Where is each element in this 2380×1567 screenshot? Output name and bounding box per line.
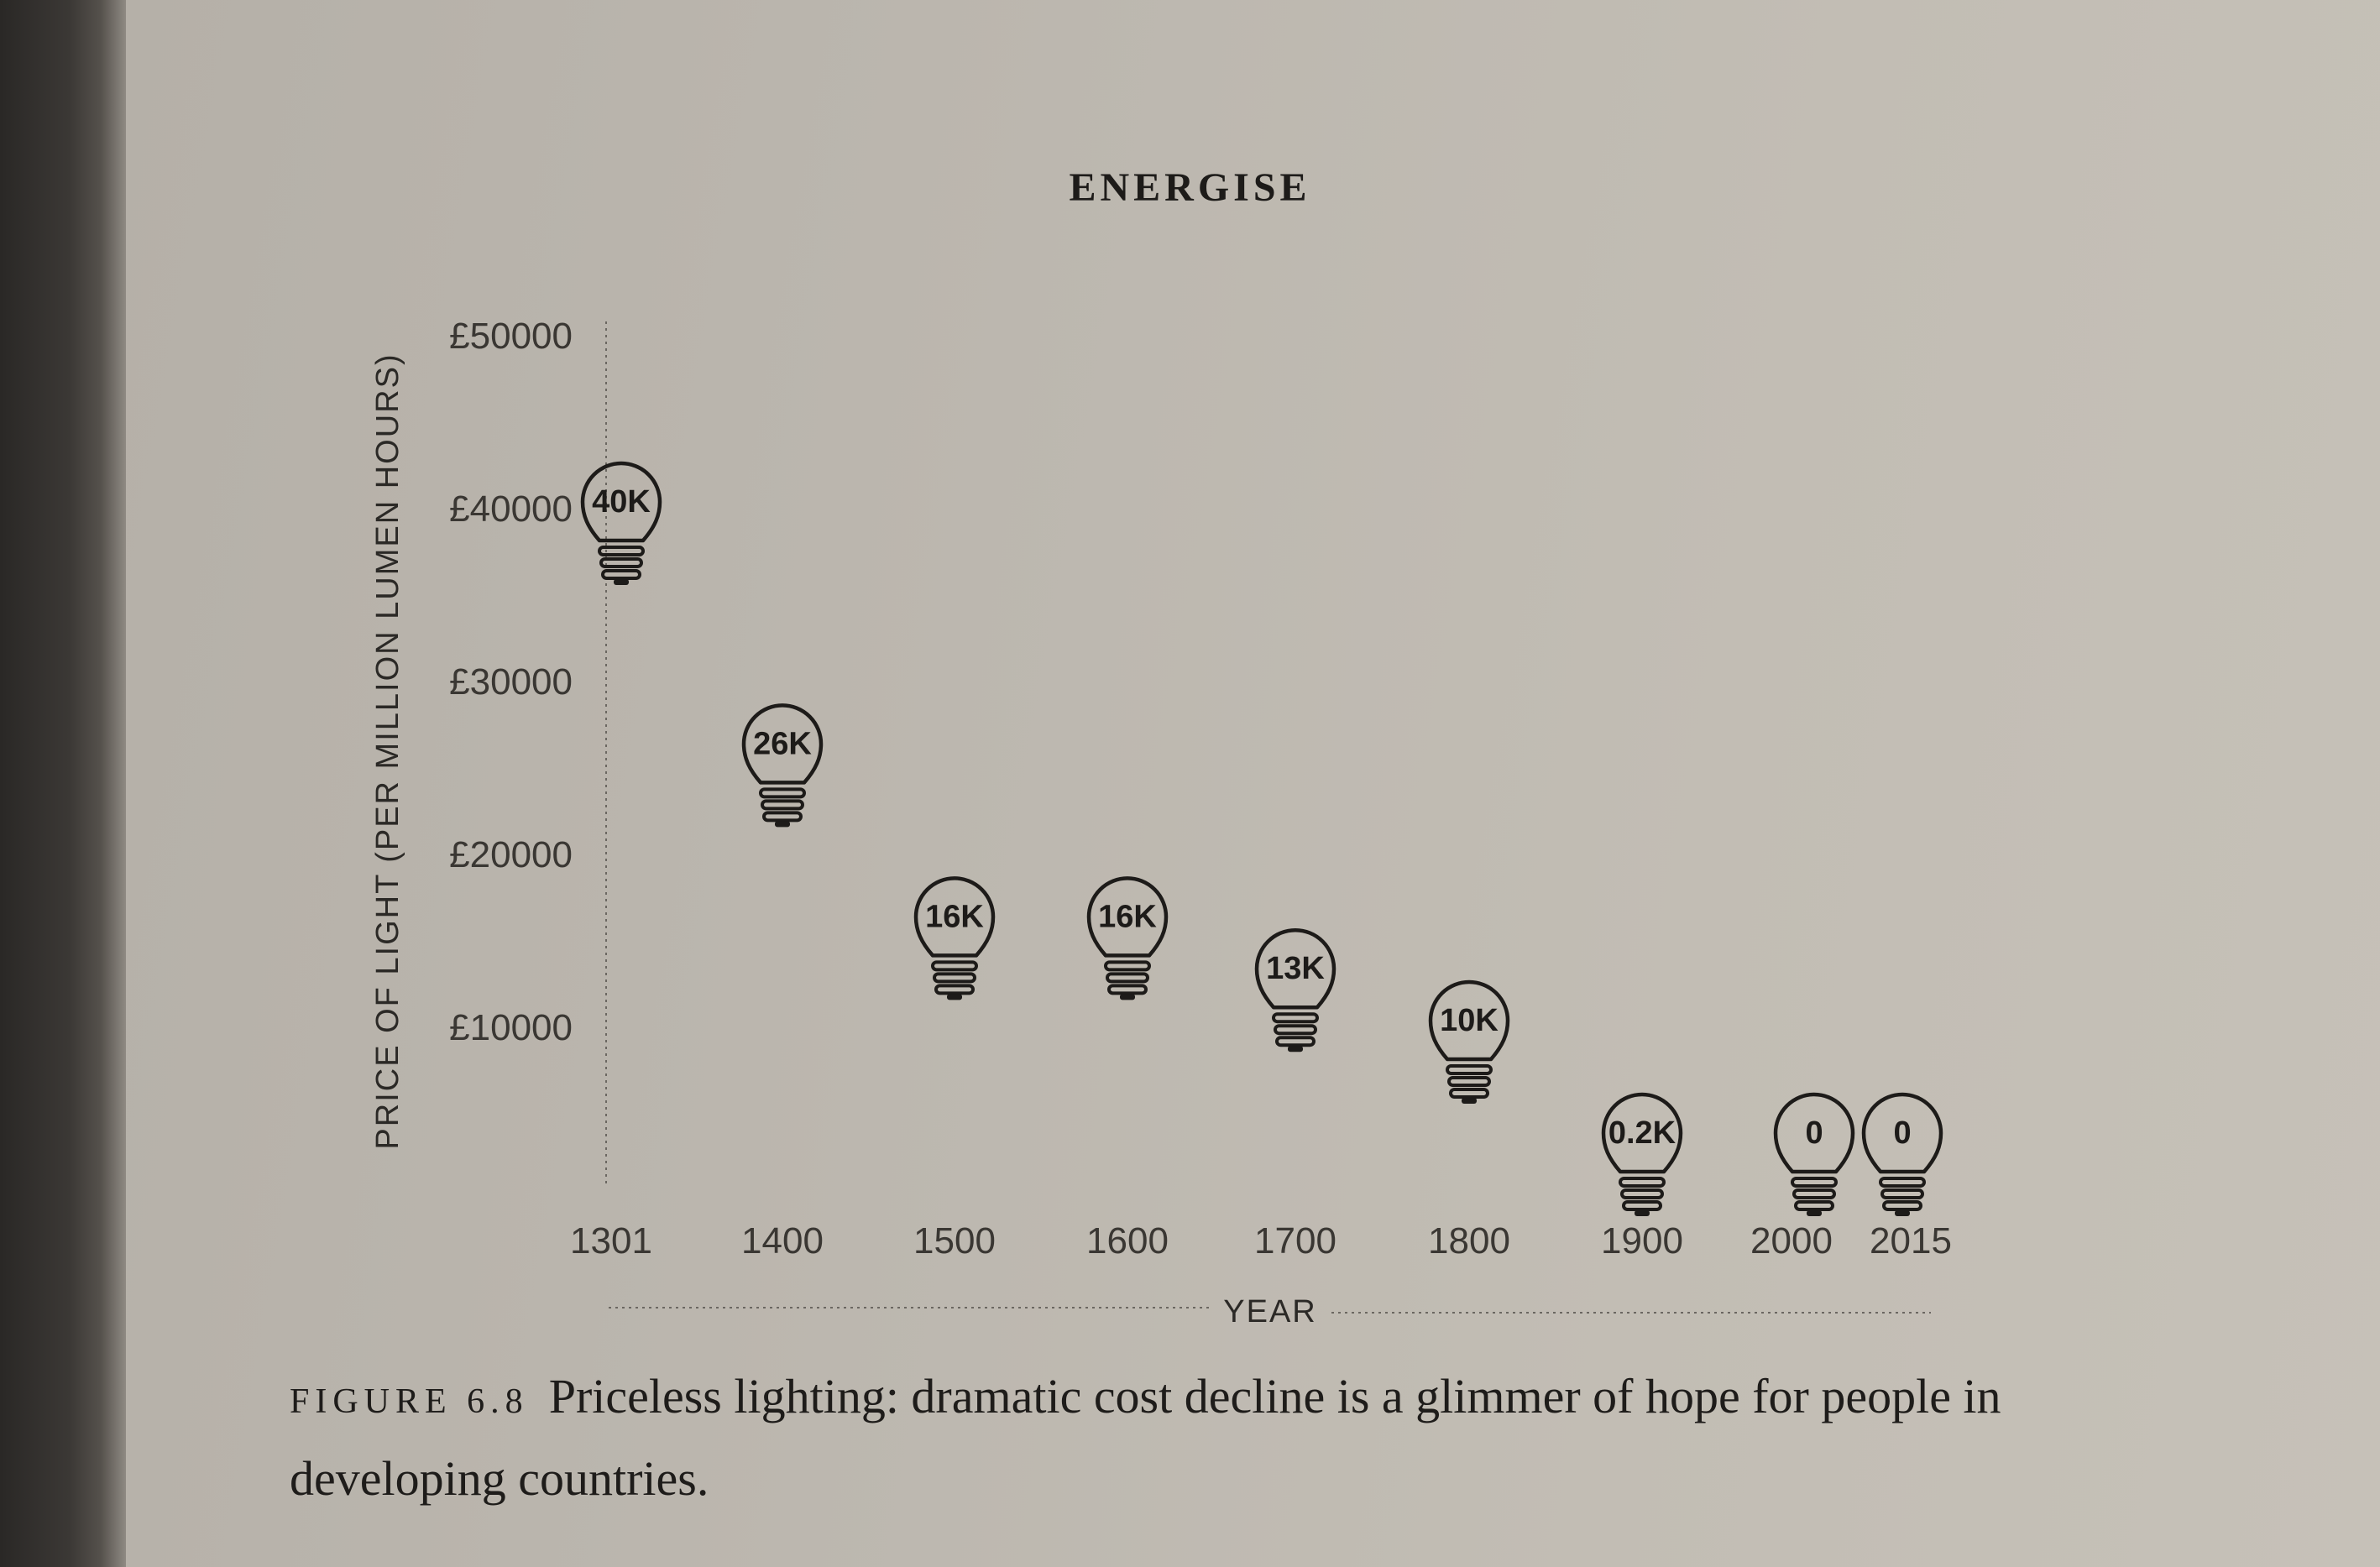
bulb-base-ring xyxy=(1792,1188,1836,1199)
bulb-base-ring xyxy=(599,557,643,568)
bulb-value-label: 13K xyxy=(1266,951,1325,986)
bulb-base-ring xyxy=(931,960,978,972)
bulb-glass xyxy=(1601,1092,1683,1174)
bulb-value-label: 16K xyxy=(925,899,984,934)
book-spine xyxy=(0,0,126,1567)
bulb-value-label: 26K xyxy=(753,726,812,761)
bulb-base-ring xyxy=(1107,984,1148,995)
bulb-tip xyxy=(947,994,962,1000)
bulb-value-label: 10K xyxy=(1440,1003,1499,1038)
light-bulb-icon: 16K xyxy=(1086,876,1169,1000)
bulb-tip xyxy=(1895,1210,1910,1216)
x-tick-label: 1900 xyxy=(1601,1220,1683,1261)
bulb-tip xyxy=(1462,1098,1477,1104)
bulb-value-label: 40K xyxy=(592,484,651,520)
bulb-base-ring xyxy=(933,972,976,984)
bulb-base-ring xyxy=(1879,1177,1926,1188)
light-bulb-icon: 13K xyxy=(1254,927,1336,1053)
bulb-glass xyxy=(741,703,824,785)
bulb-base-ring xyxy=(1880,1188,1924,1199)
light-bulb-icon: 0 xyxy=(1861,1092,1943,1216)
bulb-glass xyxy=(1861,1092,1943,1174)
x-tick-label: 1600 xyxy=(1086,1220,1169,1261)
figure-caption-text: Priceless lighting: dramatic cost declin… xyxy=(290,1369,2001,1506)
running-header: ENERGISE xyxy=(1069,165,1311,210)
bulb-value-label: 0.2K xyxy=(1608,1115,1676,1151)
bulb-base-ring xyxy=(1106,972,1149,984)
bulb-base-ring xyxy=(934,984,975,995)
bulb-base-ring xyxy=(1275,1036,1316,1047)
bulb-base-ring xyxy=(1104,960,1151,972)
x-tick-label: 1500 xyxy=(913,1220,996,1261)
bulb-base-ring xyxy=(759,787,806,799)
x-tick-label: 2015 xyxy=(1870,1220,1952,1261)
bulb-base-ring xyxy=(1882,1200,1922,1211)
bulb-base-ring xyxy=(1272,1012,1319,1024)
bulb-glass xyxy=(1428,979,1510,1062)
bulb-glass xyxy=(1254,927,1336,1010)
y-tick-label: £50000 xyxy=(449,316,573,357)
light-bulb-icon: 26K xyxy=(741,703,824,828)
bulb-glass xyxy=(913,876,996,958)
bulb-tip xyxy=(1635,1210,1650,1216)
bulb-glass xyxy=(1773,1092,1855,1174)
light-bulb-icon: 16K xyxy=(913,876,996,1000)
bulb-base-ring xyxy=(601,569,641,580)
y-axis-title: PRICE OF LIGHT (PER MILLION LUMEN HOURS) xyxy=(370,353,405,1149)
y-tick-label: £30000 xyxy=(449,661,573,703)
bulb-value-label: 16K xyxy=(1098,899,1157,934)
y-tick-label: £20000 xyxy=(449,834,573,875)
bulb-base-ring xyxy=(1274,1024,1317,1036)
bulb-base-ring xyxy=(1619,1177,1666,1188)
x-axis-title: YEAR xyxy=(1223,1294,1316,1329)
bulb-base-ring xyxy=(1449,1088,1489,1099)
bulb-tip xyxy=(1288,1046,1303,1053)
light-bulb-icon: 40K xyxy=(580,461,662,585)
bulb-base-ring xyxy=(1791,1177,1838,1188)
x-tick-label: 1700 xyxy=(1254,1220,1336,1261)
light-bulb-icon: 10K xyxy=(1428,979,1510,1104)
x-tick-label: 2000 xyxy=(1750,1220,1833,1261)
bulb-base-ring xyxy=(1446,1064,1493,1075)
figure-number: FIGURE 6.8 xyxy=(290,1382,529,1421)
figure-caption: FIGURE 6.8 Priceless lighting: dramatic c… xyxy=(290,1358,2053,1517)
bulb-tip xyxy=(614,579,629,585)
y-tick-label: £10000 xyxy=(449,1007,573,1048)
x-tick-label: 1301 xyxy=(570,1220,652,1261)
bulb-base-ring xyxy=(762,811,803,823)
light-bulb-icon: 0.2K xyxy=(1601,1092,1683,1216)
bulb-base-ring xyxy=(761,799,804,811)
bulb-tip xyxy=(775,821,790,828)
bulb-base-ring xyxy=(1620,1188,1664,1199)
bulb-value-label: 0 xyxy=(1805,1115,1823,1151)
bulb-tip xyxy=(1120,994,1135,1000)
y-tick-label: £40000 xyxy=(449,488,573,530)
x-tick-label: 1400 xyxy=(741,1220,824,1261)
bulb-base-ring xyxy=(1794,1200,1834,1211)
bulb-value-label: 0 xyxy=(1893,1115,1911,1151)
x-tick-label: 1800 xyxy=(1428,1220,1510,1261)
bulb-base-ring xyxy=(598,546,645,556)
bulb-base-ring xyxy=(1622,1200,1662,1211)
bulb-glass xyxy=(1086,876,1169,958)
bulb-glass xyxy=(580,461,662,543)
light-bulb-icon: 0 xyxy=(1773,1092,1855,1216)
bulb-base-ring xyxy=(1447,1076,1491,1087)
bulb-tip xyxy=(1807,1210,1822,1216)
